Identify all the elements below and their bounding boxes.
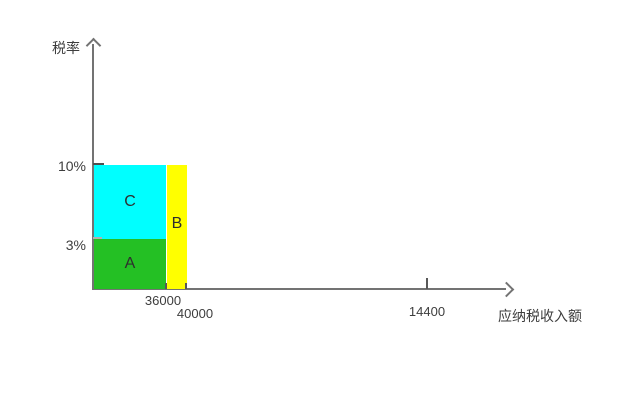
x-tick-label-40000: 40000 <box>176 306 214 321</box>
x-axis-title: 应纳税收入额 <box>498 308 582 324</box>
region-b-label: B <box>171 215 183 232</box>
x-axis-arrow-right-icon <box>498 281 515 298</box>
x-tick-label-36000: 36000 <box>144 293 182 308</box>
x-tick-14400 <box>426 278 428 289</box>
y-tick-3pct <box>93 237 102 239</box>
region-a-rect: A <box>94 239 166 289</box>
x-tick-40000 <box>185 283 187 289</box>
region-a-label: A <box>124 255 136 272</box>
y-tick-10pct <box>93 163 104 165</box>
region-b-rect: B <box>167 165 187 289</box>
y-axis-arrow-up-icon <box>85 37 102 54</box>
y-axis-title: 税率 <box>52 40 80 56</box>
y-axis-line <box>92 44 94 289</box>
x-axis-line <box>92 288 506 290</box>
region-c-label: C <box>124 193 136 210</box>
region-c-rect: C <box>94 165 166 239</box>
y-tick-label-3pct: 3% <box>65 237 86 253</box>
y-tick-label-10pct: 10% <box>57 158 86 174</box>
x-tick-label-14400: 14400 <box>408 304 446 319</box>
x-tick-36000 <box>165 283 167 289</box>
